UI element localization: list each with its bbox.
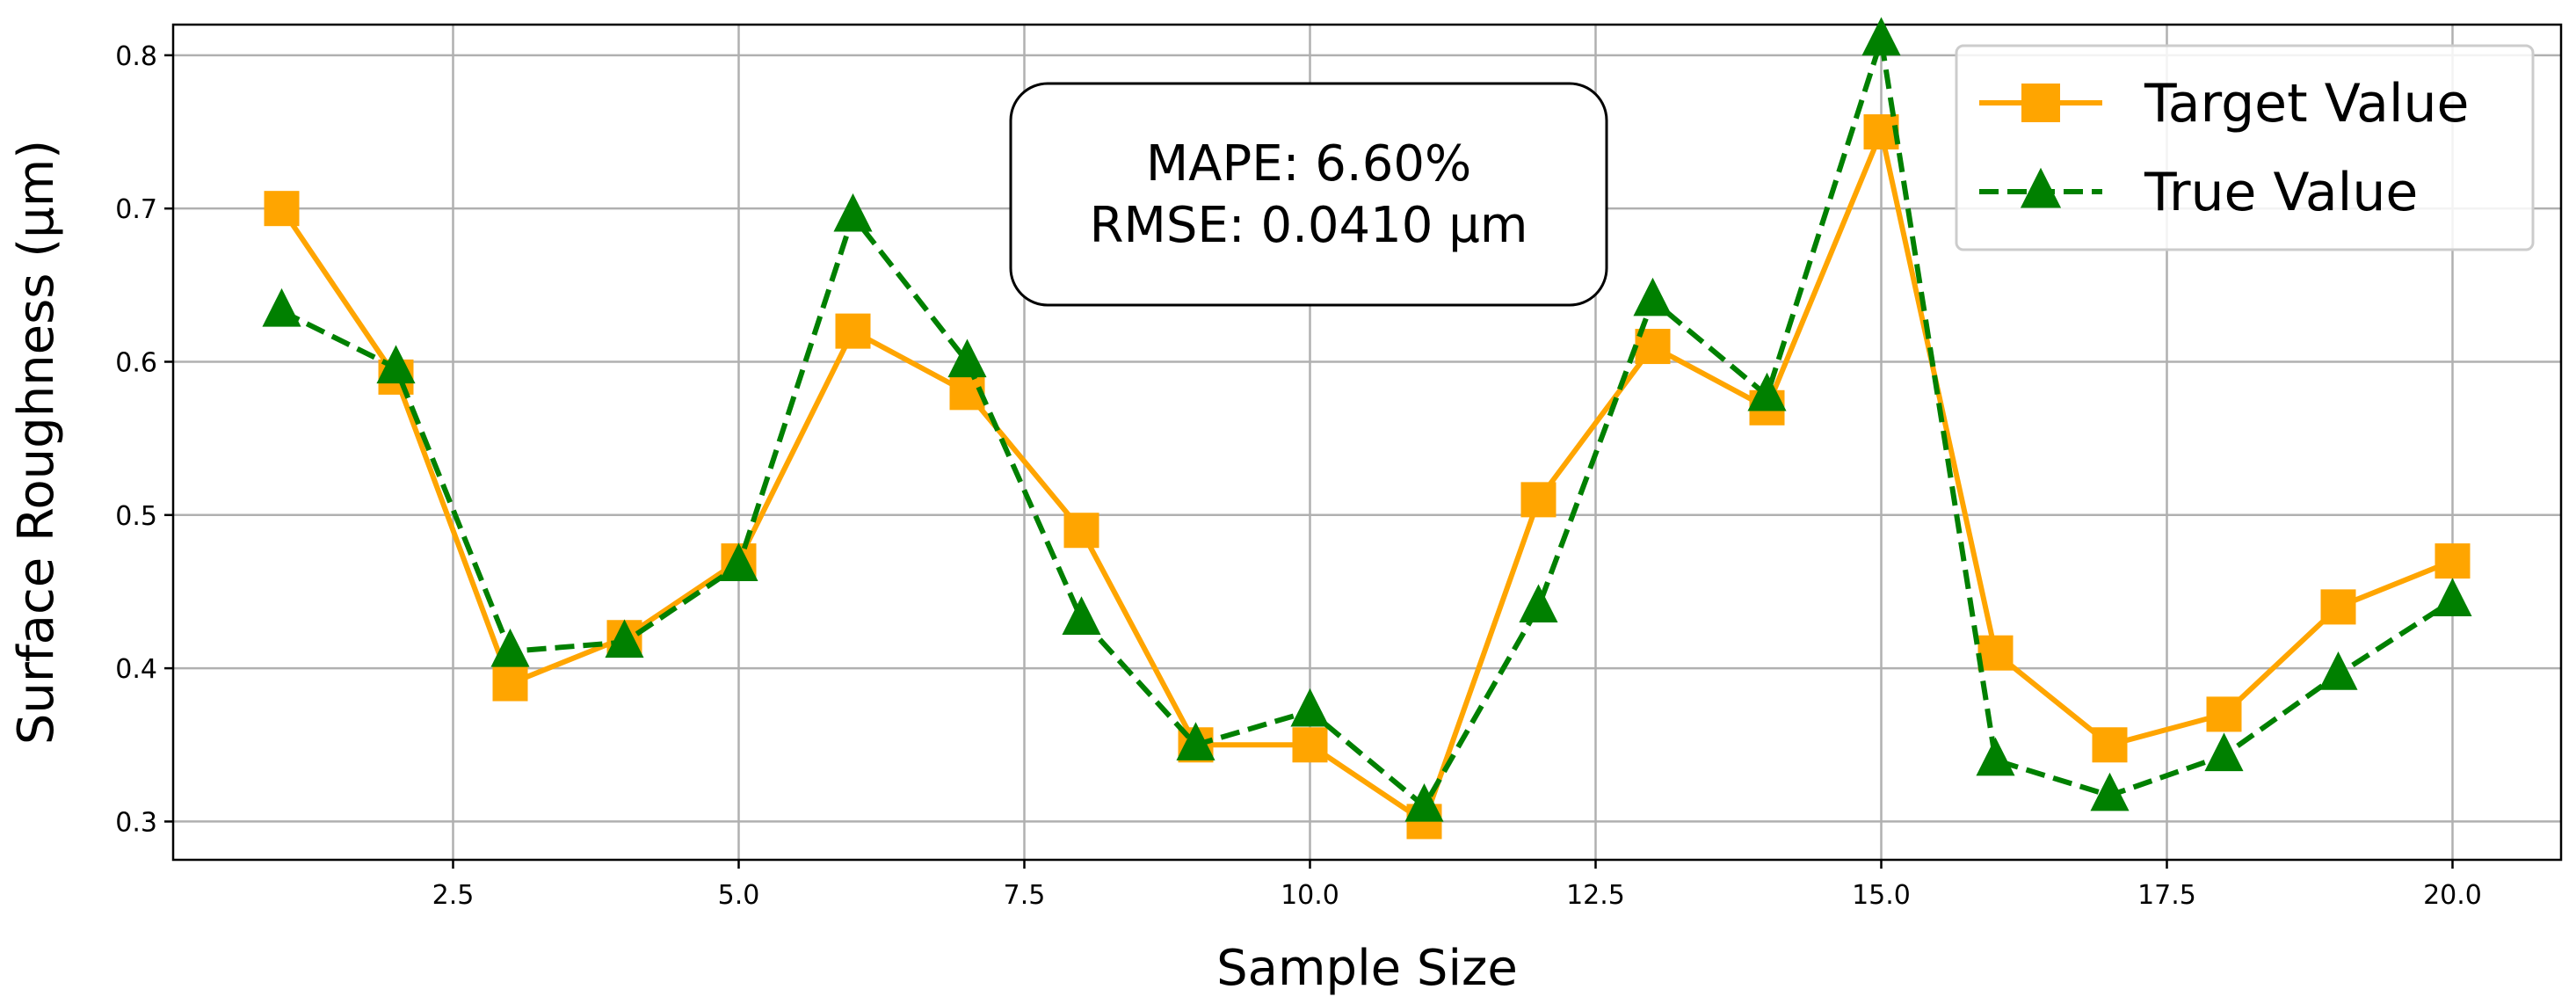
legend-label-true-value: True Value [2144,162,2418,223]
data-point [1290,688,1330,727]
data-point [835,313,871,349]
data-point [2090,772,2130,811]
data-point [1977,635,2014,671]
y-tick-label: 0.4 [115,654,157,685]
data-point [1861,17,1901,56]
legend-sample-true-value [1979,167,2102,208]
y-tick-label: 0.3 [115,807,157,838]
data-point [492,666,528,702]
data-point [1633,277,1673,316]
x-tick-label: 7.5 [1004,880,1046,911]
metrics-annotation: MAPE: 6.60% RMSE: 0.0410 μm [1009,82,1608,307]
data-point [1747,372,1787,411]
x-tick-label: 15.0 [1852,880,1911,911]
series-true-value [262,17,2472,822]
data-point [1976,737,2015,776]
legend-triangle-marker [2020,167,2062,208]
data-point [490,628,530,667]
legend-sample-target-value [1979,84,2102,122]
x-tick-label: 2.5 [432,880,475,911]
data-point [1520,482,1556,518]
rmse-text: RMSE: 0.0410 μm [1090,197,1528,254]
series-line [280,37,2455,809]
data-point [1176,722,1215,760]
x-tick-label: 17.5 [2137,880,2196,911]
y-tick-label: 0.5 [115,501,157,532]
legend-square-marker [2021,84,2060,122]
data-point [2092,727,2128,763]
plot-frame [171,23,2563,862]
y-tick-label: 0.7 [115,194,157,225]
legend: Target Value True Value [1955,44,2535,251]
data-point [1404,782,1444,822]
mape-text: MAPE: 6.60% [1146,135,1471,193]
x-tick-label: 12.5 [1566,880,1625,911]
y-tick-label: 0.8 [115,41,157,72]
x-axis-title: Sample Size [1216,940,1518,997]
data-point [2433,578,2472,617]
data-point [719,542,758,581]
data-point [833,193,873,232]
x-tick-label: 5.0 [718,880,760,911]
data-point [264,191,300,227]
data-point [2206,696,2242,732]
data-point [1519,584,1558,623]
data-point [1063,513,1099,549]
data-point [376,345,416,384]
y-tick-label: 0.6 [115,347,157,378]
annotation-box-frame [1009,82,1608,307]
data-point [947,338,987,378]
data-point [262,287,301,327]
series-layer [262,17,2472,840]
axes: 2.5 5.0 7.5 10.0 12.5 15.0 17.5 20.0 0.3 0.4 0.5 0.… [115,23,2563,911]
legend-label-target-value: Target Value [2144,73,2469,135]
data-point [2204,732,2244,772]
data-point [1062,596,1101,635]
x-tick-label: 20.0 [2423,880,2482,911]
y-axis-title: Surface Roughness (μm) [8,140,65,745]
legend-frame [1955,44,2535,251]
series-line [279,129,2454,825]
data-point [2320,589,2356,625]
data-point [605,619,644,658]
data-point [2318,651,2358,690]
data-point [1292,727,1328,763]
x-tick-label: 10.0 [1281,880,1339,911]
series-target-value [264,114,2471,840]
data-point [1863,114,1899,150]
data-point [2435,543,2471,579]
